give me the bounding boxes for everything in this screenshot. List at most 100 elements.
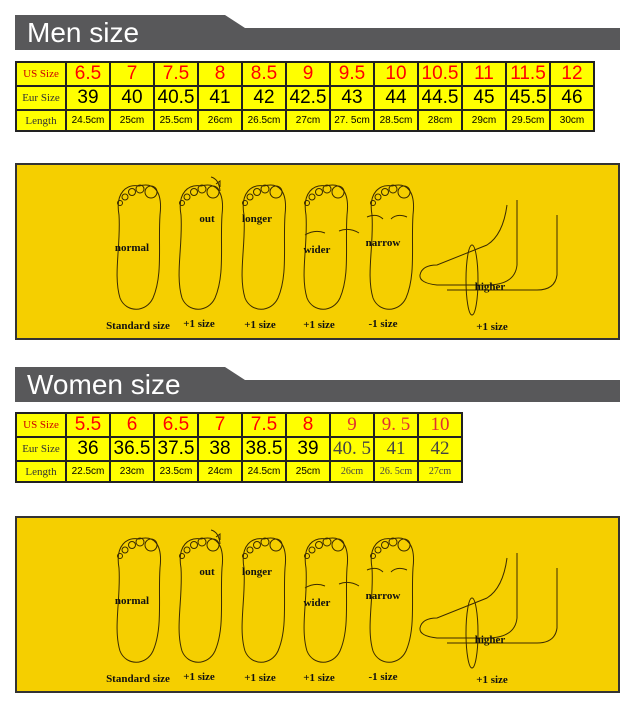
size-cell: 30cm [549, 109, 595, 132]
size-cell: 45 [461, 85, 507, 111]
size-cell: 36 [65, 436, 111, 462]
foot-narrow-drawing [369, 537, 415, 663]
size-cell: 41 [197, 85, 243, 111]
size-cell: 24.5cm [65, 109, 111, 132]
size-cell: 11 [461, 61, 507, 87]
foot-out-drawing [178, 537, 224, 663]
size-cell: 12 [549, 61, 595, 87]
size-cell: 44 [373, 85, 419, 111]
row-label: Eur Size [15, 436, 67, 462]
foot-shape-label: wider [303, 597, 331, 609]
foot-normal-drawing [116, 537, 162, 663]
size-cell: 7 [197, 412, 243, 438]
size-cell: 5.5 [65, 412, 111, 438]
size-cell: 23.5cm [153, 460, 199, 483]
size-cell: 44.5 [417, 85, 463, 111]
size-cell: 8 [285, 412, 331, 438]
foot-shape-label: longer [242, 566, 272, 578]
size-cell: 40. 5 [329, 436, 375, 462]
size-cell: 38 [197, 436, 243, 462]
women-size-header: Women size [15, 367, 620, 402]
size-cell: 6.5 [65, 61, 111, 87]
foot-longer-drawing [241, 184, 287, 310]
size-cell: 26. 5cm [373, 460, 419, 483]
size-cell: 22.5cm [65, 460, 111, 483]
size-cell: 37.5 [153, 436, 199, 462]
foot-shape-label: out [199, 213, 215, 225]
size-advice-label: -1 size [368, 318, 398, 330]
foot-shape-label: normal [114, 595, 150, 607]
men-size-title: Men size [27, 17, 140, 48]
size-cell: 23cm [109, 460, 155, 483]
foot-shape-label: narrow [365, 237, 401, 249]
foot-shape-label: higher [474, 634, 506, 646]
foot-shape-label: longer [242, 213, 272, 225]
size-cell: 42.5 [285, 85, 331, 111]
foot-shape-label: normal [114, 242, 150, 254]
size-advice-label: +1 size [303, 319, 335, 331]
men-foot-guide: normal Standard size out +1 size longer +1 si… [15, 163, 620, 340]
size-advice-label: -1 size [368, 671, 398, 683]
size-cell: 7.5 [241, 412, 287, 438]
size-cell: 24cm [197, 460, 243, 483]
size-advice-label: +1 size [244, 319, 276, 331]
row-label: US Size [15, 412, 67, 438]
size-cell: 36.5 [109, 436, 155, 462]
foot-normal-drawing [116, 184, 162, 310]
size-advice-label: Standard size [106, 320, 170, 332]
size-cell: 27cm [417, 460, 463, 483]
size-cell: 26cm [197, 109, 243, 132]
row-label: Eur Size [15, 85, 67, 111]
row-label: US Size [15, 61, 67, 87]
size-cell: 28.5cm [373, 109, 419, 132]
foot-higher-drawing [419, 200, 558, 316]
foot-shape-label: wider [303, 244, 331, 256]
size-cell: 9.5 [329, 61, 375, 87]
women-size-title: Women size [27, 369, 181, 400]
size-cell: 43 [329, 85, 375, 111]
size-cell: 38.5 [241, 436, 287, 462]
size-cell: 8 [197, 61, 243, 87]
size-cell: 11.5 [505, 61, 551, 87]
size-cell: 6.5 [153, 412, 199, 438]
foot-longer-drawing [241, 537, 287, 663]
size-cell: 6 [109, 412, 155, 438]
size-cell: 28cm [417, 109, 463, 132]
size-advice-label: +1 size [476, 674, 508, 686]
size-cell: 27cm [285, 109, 331, 132]
size-cell: 10 [417, 412, 463, 438]
size-cell: 9 [285, 61, 331, 87]
size-cell: 29cm [461, 109, 507, 132]
women-foot-guide: normal Standard size out +1 size longer +1 si… [15, 516, 620, 693]
size-cell: 9 [329, 412, 375, 438]
foot-shape-label: out [199, 566, 215, 578]
foot-shape-label: narrow [365, 590, 401, 602]
size-cell: 29.5cm [505, 109, 551, 132]
size-cell: 10.5 [417, 61, 463, 87]
men-row-eur: Eur Size 39 40 40.5 41 42 42.5 43 44 44.5 45 45.5 46 [15, 85, 595, 111]
size-cell: 26cm [329, 460, 375, 483]
men-row-us: US Size 6.5 7 7.5 8 8.5 9 9.5 10 10.5 11 11.5 12 [15, 61, 595, 87]
size-cell: 25cm [109, 109, 155, 132]
size-cell: 7 [109, 61, 155, 87]
men-size-header: Men size [15, 15, 620, 50]
size-cell: 10 [373, 61, 419, 87]
size-advice-label: +1 size [244, 672, 276, 684]
size-cell: 26.5cm [241, 109, 287, 132]
women-row-length: Length 22.5cm 23cm 23.5cm 24cm 24.5cm 25cm 26cm… [15, 460, 463, 483]
size-cell: 40.5 [153, 85, 199, 111]
foot-shape-label: higher [474, 281, 506, 293]
size-cell: 7.5 [153, 61, 199, 87]
size-cell: 42 [417, 436, 463, 462]
women-row-eur: Eur Size 36 36.5 37.5 38 38.5 39 40. 5 41 42 [15, 436, 463, 462]
row-label: Length [15, 460, 67, 483]
size-cell: 46 [549, 85, 595, 111]
men-size-table: US Size 6.5 7 7.5 8 8.5 9 9.5 10 10.5 11 11.5 12 Eur … [15, 61, 595, 132]
size-cell: 40 [109, 85, 155, 111]
size-cell: 27. 5cm [329, 109, 375, 132]
size-advice-label: Standard size [106, 673, 170, 685]
size-advice-label: +1 size [476, 321, 508, 333]
size-cell: 45.5 [505, 85, 551, 111]
men-row-length: Length 24.5cm 25cm 25.5cm 26cm 26.5cm 27cm 27. … [15, 109, 595, 132]
size-cell: 25.5cm [153, 109, 199, 132]
